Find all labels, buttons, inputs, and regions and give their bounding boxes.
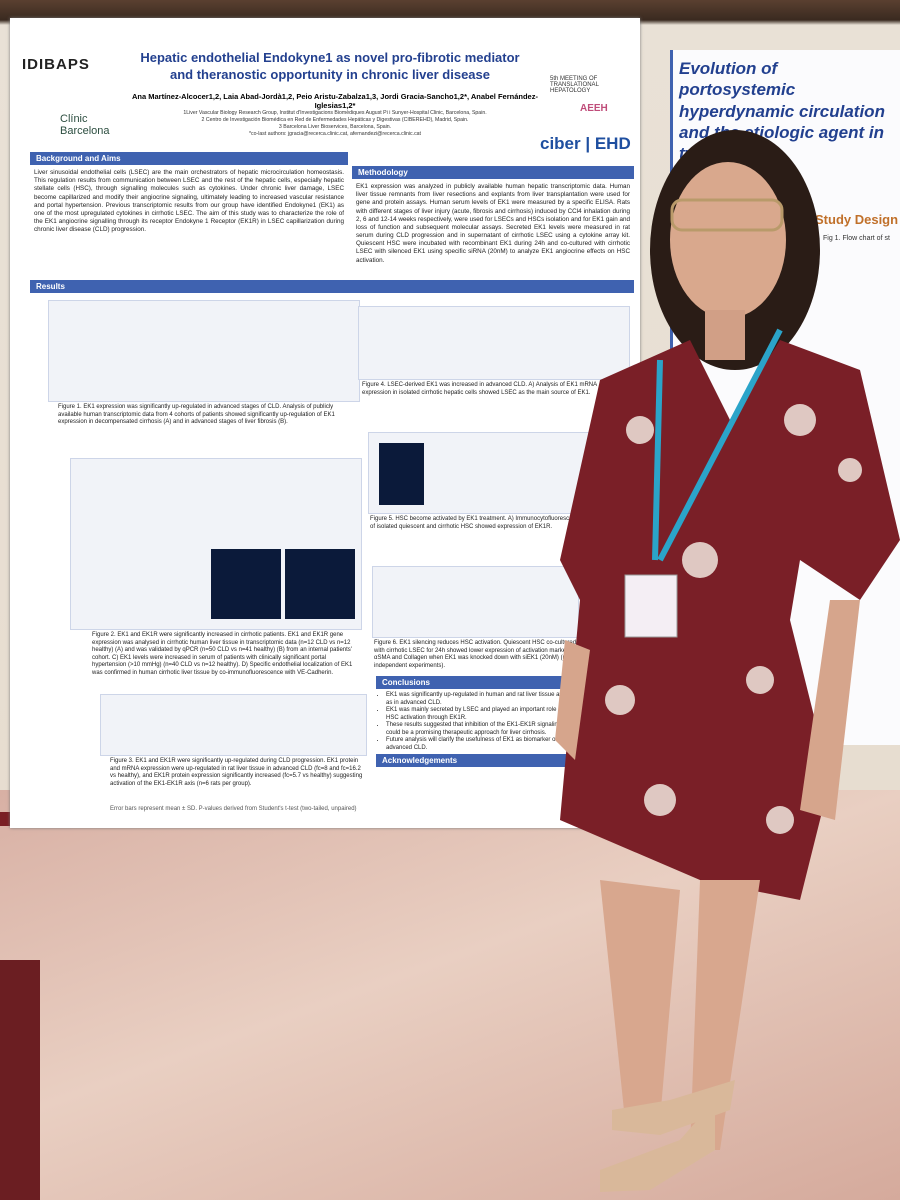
figure-caption: Figure 2. EK1 and EK1R were significantl…	[92, 632, 353, 676]
figure-caption: Figure 5. HSC become activated by EK1 tr…	[370, 516, 583, 530]
lanyard	[657, 328, 783, 562]
side-section: Study Design	[815, 212, 899, 227]
lanyard	[652, 359, 663, 561]
section-heading: Conclusions	[376, 676, 576, 689]
face	[670, 162, 786, 318]
badge	[624, 574, 678, 638]
affiliation: *co-last authors: jgracia@recerca.clinic…	[249, 131, 421, 138]
conclusion: EK1 was significantly up-regulated in hu…	[386, 692, 576, 707]
figure-panel	[100, 694, 367, 756]
micrograph	[211, 549, 281, 619]
figure-panel	[70, 458, 362, 630]
section-heading: Methodology	[352, 166, 634, 179]
logo: AEEH	[580, 103, 608, 114]
micrograph	[285, 549, 355, 619]
conclusion-list: EK1 was significantly up-regulated in hu…	[376, 692, 576, 752]
conclusion: Future analysis will clarify the usefuln…	[386, 737, 576, 752]
section: Methodology EK1 expression was analyzed …	[352, 166, 634, 269]
logo: Clínic Barcelona	[60, 113, 110, 137]
affiliations: 1Liver Vascular Biology Research Group, …	[140, 110, 530, 138]
neck	[705, 310, 745, 360]
figure-caption: Figure 1. EK1 expression was significant…	[58, 404, 335, 425]
stats-note: Error bars represent mean ± SD. P-values…	[110, 806, 357, 812]
section-text: Liver sinusoidal endothelial cells (LSEC…	[34, 169, 344, 234]
side-figure: Fig 1. Flow chart of st	[823, 235, 890, 242]
section-heading: Results	[30, 280, 634, 293]
meeting: 5th MEETING OF TRANSLATIONAL HEPATOLOGY	[550, 76, 599, 94]
figure-panel	[358, 306, 630, 380]
arm	[555, 640, 590, 760]
logo: IDIBAPS	[22, 56, 90, 73]
poster: IDIBAPS Clínic Barcelona Hepatic endothe…	[10, 18, 640, 828]
figure-caption: Figure 3. EK1 and EK1R were significantl…	[110, 758, 363, 787]
logo: ciber | EHD	[540, 134, 631, 153]
section: Conclusions EK1 was significantly up-reg…	[376, 676, 576, 755]
glasses	[670, 198, 784, 232]
affiliation: 1Liver Vascular Biology Research Group, …	[183, 110, 487, 116]
leg	[600, 880, 680, 1120]
shoe	[600, 1100, 715, 1192]
poster-title: Hepatic endothelial Endokyne1 as novel p…	[140, 50, 520, 82]
affiliation: 3 Barcelona Liver Bioservices, Barcelona…	[278, 124, 392, 131]
conclusion: EK1 was mainly secreted by LSEC and play…	[386, 707, 576, 722]
figure-caption: Figure 6. EK1 silencing reduces HSC acti…	[374, 640, 577, 669]
affiliation: 2 Centro de Investigación Biomédica en R…	[201, 117, 469, 124]
stand-leg	[0, 960, 40, 1200]
section: Background and Aims Liver sinusoidal end…	[30, 152, 348, 238]
figure-panel	[368, 432, 590, 514]
leg	[690, 880, 760, 1150]
authors: Ana Martínez-Alcocer1,2, Laia Abad-Jordà…	[132, 92, 538, 110]
section-heading: Acknowledgements	[376, 754, 578, 767]
figure-panel	[48, 300, 360, 402]
section-heading: Background and Aims	[30, 152, 348, 165]
figure-panel	[372, 566, 579, 638]
micrograph	[379, 443, 424, 505]
dress-pattern	[605, 404, 862, 834]
shoe	[612, 1080, 735, 1135]
arm	[800, 600, 860, 820]
section-text: EK1 expression was analyzed in publicly …	[356, 183, 630, 264]
figure-caption: Figure 4. LSEC-derived EK1 was increased…	[362, 382, 597, 396]
conclusion: These results suggested that inhibition …	[386, 722, 576, 737]
